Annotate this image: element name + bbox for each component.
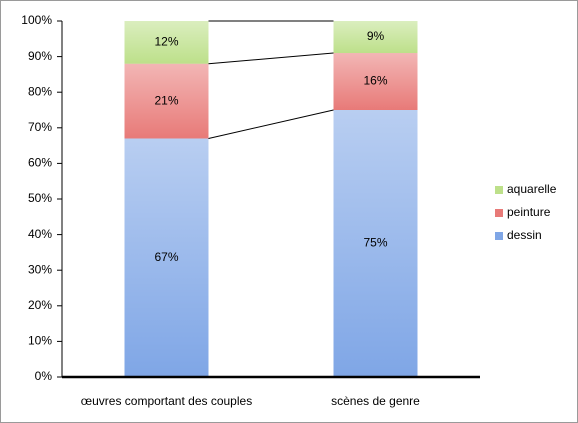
bar-shade [124,138,209,377]
value-label: 16% [363,74,387,88]
legend-swatch [495,186,503,194]
bar-shade [124,21,209,64]
x-tick-label: œuvres comportant des couples [81,394,252,408]
legend-swatch [495,232,503,240]
value-label: 21% [154,93,178,107]
y-tick-label: 40% [28,227,52,241]
y-tick-label: 10% [28,334,52,348]
value-label: 67% [154,250,178,264]
y-tick-label: 0% [35,369,53,383]
legend-label: dessin [507,228,542,242]
y-tick-label: 60% [28,156,52,170]
y-tick-label: 100% [21,13,52,27]
series-line [208,109,334,139]
x-tick-label: scènes de genre [331,394,420,408]
bar-shade [333,110,418,377]
bar-shade [124,63,209,139]
legend-label: aquarelle [507,182,557,196]
y-tick-label: 90% [28,49,52,63]
y-tick-label: 30% [28,262,52,276]
y-tick-label: 20% [28,298,52,312]
value-label: 12% [154,35,178,49]
y-tick-label: 70% [28,120,52,134]
y-tick-label: 50% [28,191,52,205]
bar-shade [333,21,418,54]
legend-swatch [495,209,503,217]
value-label: 9% [367,29,385,43]
legend-label: peinture [507,205,551,219]
y-tick-label: 80% [28,84,52,98]
series-line [208,52,334,65]
bar-shade [333,53,418,110]
value-label: 75% [363,236,387,250]
